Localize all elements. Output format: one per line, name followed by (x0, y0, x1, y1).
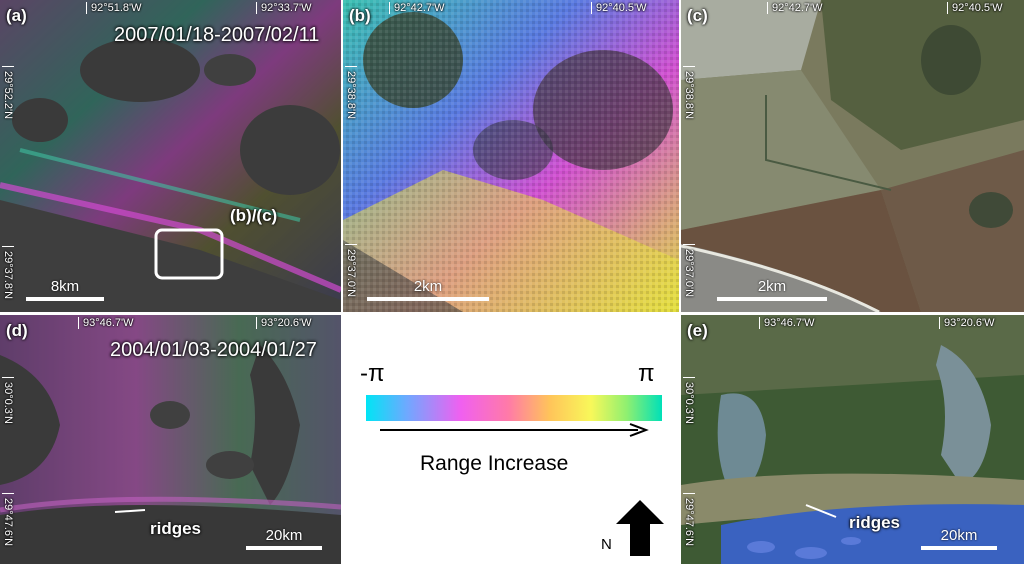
panel-a-scale-bar (26, 297, 104, 301)
panel-b-lat-bottom: 29°37.0'N (345, 244, 357, 298)
panel-d-label: (d) (6, 321, 28, 340)
panel-b-scale: 2km (367, 278, 489, 301)
panel-b-scale-text: 2km (413, 278, 443, 295)
panel-c-label: (c) (687, 6, 708, 25)
panel-e-scale-bar (921, 546, 997, 550)
range-increase-label: Range Increase (420, 452, 569, 475)
legend-min-label: -π (360, 360, 385, 387)
panel-a-lat-bottom: 29°37.8'N (2, 246, 14, 300)
panel-e-label: (e) (687, 321, 708, 340)
panel-b: (b) 92°42.7'W 92°40.5'W 29°38.8'N 29°37.… (343, 0, 679, 312)
panel-c-image (681, 0, 1024, 312)
panel-d-date: 2004/01/03-2004/01/27 (110, 339, 317, 361)
panel-c-scale-bar (717, 297, 827, 301)
panel-a-inset-label: (b)/(c) (230, 206, 278, 225)
panel-d-lon-right: 93°20.6'W (256, 317, 312, 329)
panel-e-lat-top: 30°0.3'N (683, 377, 695, 424)
panel-a-label: (a) (6, 6, 27, 25)
panel-d-scale-bar (246, 546, 322, 550)
panel-a-scale: 8km (26, 278, 104, 301)
panel-e: (e) 93°46.7'W 93°20.6'W 30°0.3'N 29°47.6… (681, 315, 1024, 564)
panel-b-lon-left: 92°42.7'W (389, 2, 445, 14)
phase-colorbar (366, 395, 662, 421)
panel-e-lat-bottom: 29°47.6'N (683, 493, 695, 547)
panel-c-lat-top: 29°38.8'N (683, 66, 695, 120)
north-label: N (601, 536, 612, 553)
panel-e-scale: 20km (921, 527, 997, 550)
panel-e-scale-text: 20km (940, 527, 978, 544)
panel-d-lat-top: 30°0.3'N (2, 377, 14, 424)
panel-c-lat-bottom: 29°37.0'N (683, 244, 695, 298)
panel-c-lon-right: 92°40.5'W (947, 2, 1003, 14)
panel-a-date: 2007/01/18-2007/02/11 (114, 24, 320, 46)
panel-d-scale: 20km (246, 527, 322, 550)
panel-d-scale-text: 20km (265, 527, 303, 544)
panel-d-lon-left: 93°46.7'W (78, 317, 134, 329)
north-arrow-icon (616, 500, 664, 556)
legend-max-label: π (638, 360, 655, 387)
panel-b-image (343, 0, 679, 312)
panel-d: (d) 93°46.7'W 93°20.6'W 30°0.3'N 29°47.6… (0, 315, 341, 564)
panel-b-scale-bar (367, 297, 489, 301)
panel-d-lat-bottom: 29°47.6'N (2, 493, 14, 547)
panel-a-image (0, 0, 341, 312)
panel-a: (a) 92°51.8'W 92°33.7'W 29°52.2'N 29°37.… (0, 0, 341, 312)
panel-e-lon-left: 93°46.7'W (759, 317, 815, 329)
panel-c: (c) 92°42.7'W 92°40.5'W 29°38.8'N 29°37.… (681, 0, 1024, 312)
panel-e-ridges-label: ridges (849, 513, 901, 532)
range-arrow-icon (380, 423, 649, 437)
panel-b-lon-right: 92°40.5'W (591, 2, 647, 14)
panel-c-lon-left: 92°42.7'W (767, 2, 823, 14)
panel-b-lat-top: 29°38.8'N (345, 66, 357, 120)
panel-b-label: (b) (349, 6, 371, 25)
panel-a-scale-text: 8km (50, 278, 80, 295)
panel-e-image (681, 315, 1024, 564)
panel-c-scale-text: 2km (757, 278, 787, 295)
panel-a-lon-left: 92°51.8'W (86, 2, 142, 14)
panel-d-ridges-label: ridges (150, 519, 202, 538)
panel-a-lat-top: 29°52.2'N (2, 66, 14, 120)
panel-c-scale: 2km (717, 278, 827, 301)
panel-a-lon-right: 92°33.7'W (256, 2, 312, 14)
panel-d-image (0, 315, 341, 564)
panel-e-lon-right: 93°20.6'W (939, 317, 995, 329)
